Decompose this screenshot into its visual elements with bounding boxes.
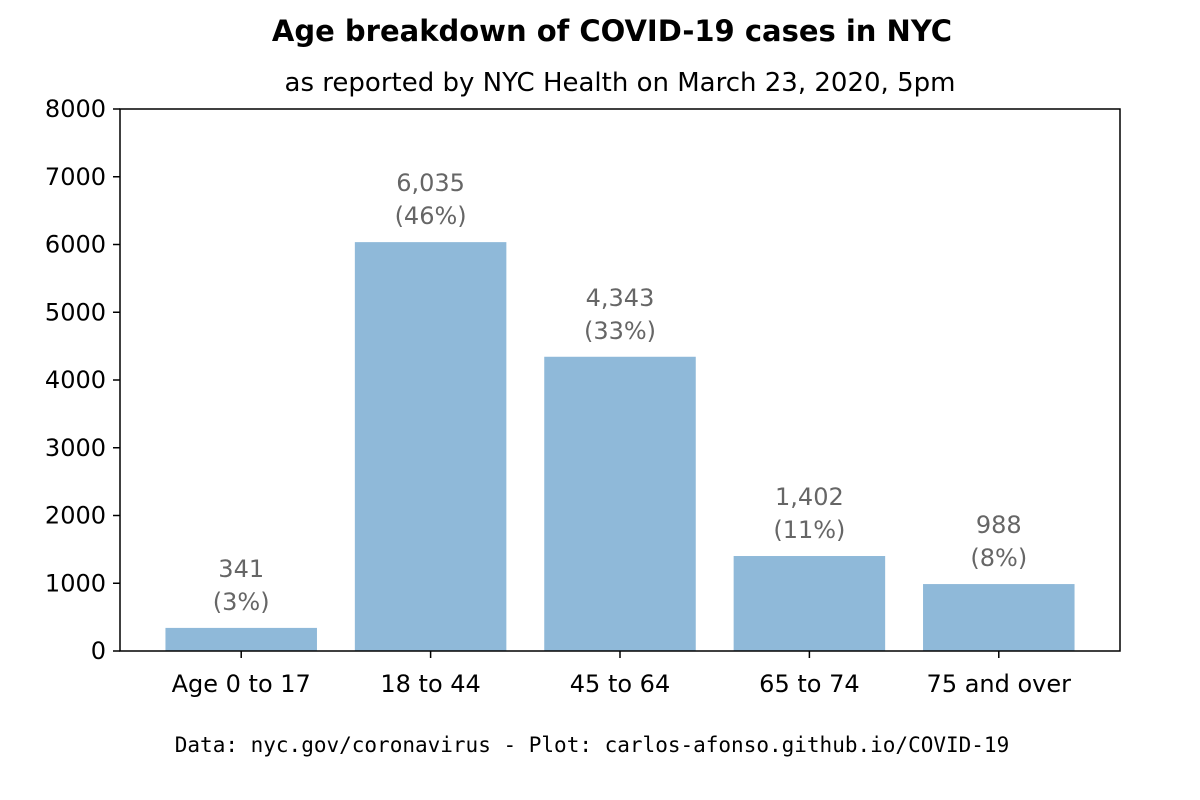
bar	[544, 356, 696, 651]
y-tick-label: 3000	[45, 434, 106, 462]
bar-value-label: 1,402	[775, 483, 844, 511]
x-tick-label: 75 and over	[927, 670, 1072, 698]
bar-value-label: 341	[218, 555, 264, 583]
bar-percent-label: (11%)	[773, 516, 845, 544]
y-tick-label: 7000	[45, 163, 106, 191]
y-tick-label: 8000	[45, 95, 106, 123]
y-tick-label: 6000	[45, 231, 106, 259]
x-tick-label: 65 to 74	[759, 670, 859, 698]
y-tick-label: 4000	[45, 366, 106, 394]
bar-percent-label: (46%)	[395, 202, 467, 230]
y-tick-label: 5000	[45, 298, 106, 326]
y-axis: 0 1000 2000 3000 4000 5000 6000 7000 8000	[45, 95, 120, 665]
bar-percent-label: (33%)	[584, 317, 656, 345]
bar	[354, 242, 507, 651]
bar	[165, 627, 317, 651]
x-tick-label: Age 0 to 17	[172, 670, 311, 698]
bar	[923, 584, 1075, 651]
bar-value-label: 6,035	[396, 169, 465, 197]
bar-value-label: 4,343	[586, 284, 655, 312]
chart-title: Age breakdown of COVID-19 cases in NYC	[272, 14, 952, 48]
y-tick-label: 2000	[45, 502, 106, 530]
y-tick-label: 0	[91, 637, 106, 665]
bar	[733, 556, 886, 651]
x-tick-label: 45 to 64	[570, 670, 670, 698]
bar-percent-label: (3%)	[213, 588, 270, 616]
data-labels: 341 (3%) 6,035 (46%) 4,343 (33%) 1,402 (11%) 988…	[213, 169, 1027, 616]
bar-percent-label: (8%)	[970, 544, 1027, 572]
bar-value-label: 988	[976, 511, 1022, 539]
chart-subtitle: as reported by NYC Health on March 23, 2…	[285, 68, 956, 98]
bars	[165, 242, 1075, 651]
chart-footer-source: Data: nyc.gov/coronavirus - Plot: carlos…	[175, 733, 1009, 757]
x-tick-label: 18 to 44	[380, 670, 480, 698]
plot-frame	[119, 108, 1121, 652]
x-axis: Age 0 to 17 18 to 44 45 to 64 65 to 74 75 an…	[172, 651, 1072, 698]
y-tick-label: 1000	[45, 569, 106, 597]
